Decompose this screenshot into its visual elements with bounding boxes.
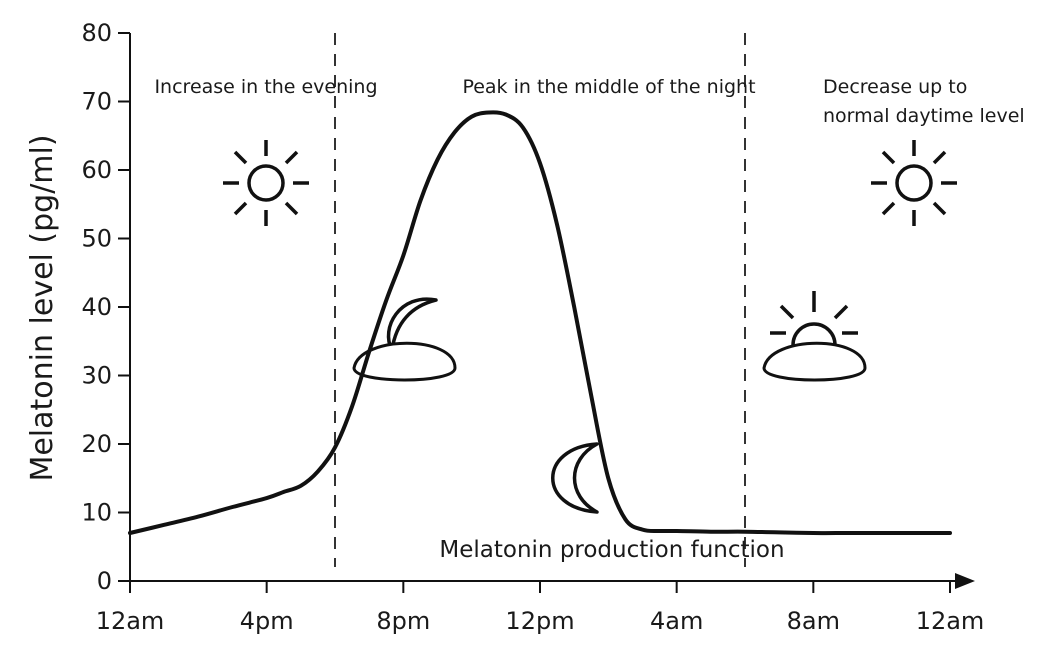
x-ticks: 12am 4pm 8pm 12pm 4am 8am 12am — [96, 581, 985, 635]
y-tick-label: 40 — [81, 293, 112, 321]
y-axis-title: Melatonin level (pg/ml) — [25, 134, 60, 481]
sun-icon — [223, 140, 309, 226]
dividers — [334, 33, 746, 567]
y-tick-label: 30 — [81, 362, 112, 390]
annotation-morning-line2: normal daytime level — [823, 105, 1025, 127]
x-tick-label: 4pm — [240, 607, 294, 635]
x-tick-label: 12am — [916, 607, 985, 635]
y-tick-label: 70 — [81, 88, 112, 116]
annotation-night: Peak in the middle of the night — [462, 76, 755, 98]
sunrise-over-cloud-icon — [762, 291, 867, 382]
x-tick-label: 8pm — [376, 607, 430, 635]
annotation-evening: Increase in the evening — [154, 76, 377, 98]
chart-caption: Melatonin production function — [439, 537, 784, 563]
crescent-moon-icon — [551, 442, 599, 514]
y-tick-label: 60 — [81, 156, 112, 184]
moon-over-cloud-icon — [352, 297, 457, 382]
x-tick-label: 8am — [787, 607, 840, 635]
y-tick-label: 10 — [81, 499, 112, 527]
y-tick-label: 80 — [81, 19, 112, 47]
annotation-morning-line1: Decrease up to — [823, 76, 967, 98]
melatonin-curve — [128, 110, 952, 536]
y-tick-label: 50 — [81, 225, 112, 253]
x-tick-label: 12am — [96, 607, 165, 635]
y-tick-label: 20 — [81, 430, 112, 458]
x-tick-label: 12pm — [505, 607, 574, 635]
x-tick-label: 4am — [650, 607, 703, 635]
x-axis-arrowhead — [955, 573, 975, 589]
sun-icon — [871, 140, 957, 226]
y-ticks: 0 10 20 30 40 50 60 70 80 — [81, 19, 130, 595]
y-tick-label: 0 — [97, 567, 112, 595]
